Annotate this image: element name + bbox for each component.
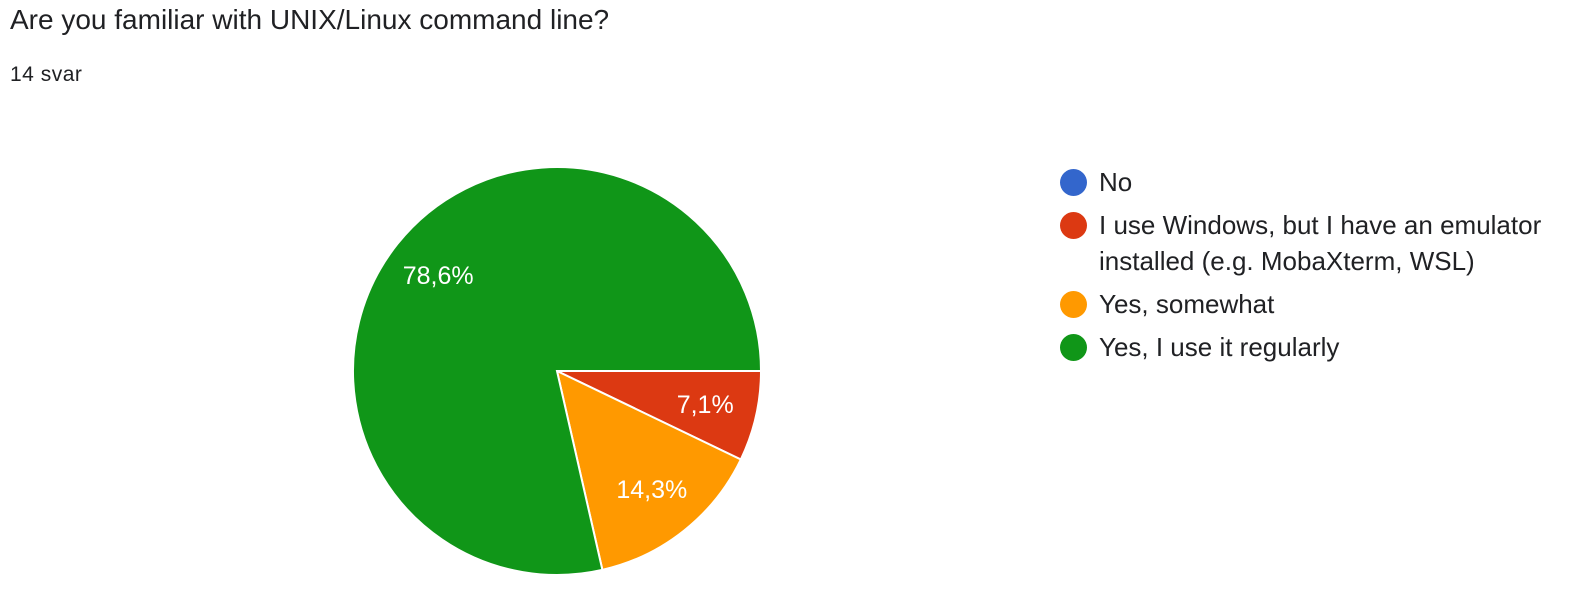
- legend-item-somewhat[interactable]: Yes, somewhat: [1060, 286, 1590, 322]
- legend-swatch-icon: [1060, 334, 1087, 361]
- pie-labels: 7,1% 14,3% 78,6%: [403, 262, 734, 504]
- pie-chart: 7,1% 14,3% 78,6%: [352, 166, 763, 576]
- legend-swatch-icon: [1060, 291, 1087, 318]
- legend-label: Yes, somewhat: [1099, 289, 1275, 319]
- legend-swatch-icon: [1060, 169, 1087, 196]
- legend-label: Yes, I use it regularly: [1099, 332, 1340, 362]
- slice-percent-label-2: 14,3%: [616, 476, 687, 504]
- pie-slices: [352, 166, 763, 576]
- pie-slice-3[interactable]: [352, 166, 763, 576]
- pie-slice-2[interactable]: [555, 369, 743, 572]
- legend-item-emulator[interactable]: I use Windows, but I have an emulator in…: [1060, 207, 1590, 279]
- slice-percent-label-3: 78,6%: [403, 262, 474, 290]
- slice-percent-label-1: 7,1%: [677, 391, 734, 419]
- legend-item-no[interactable]: No: [1060, 164, 1590, 200]
- response-count: 14 svar: [10, 63, 83, 86]
- chart-legend: No I use Windows, but I have an emulator…: [1060, 164, 1590, 372]
- legend-label: I use Windows, but I have an emulator in…: [1099, 210, 1542, 276]
- question-title: Are you familiar with UNIX/Linux command…: [10, 4, 610, 35]
- legend-label: No: [1099, 167, 1133, 197]
- legend-item-regularly[interactable]: Yes, I use it regularly: [1060, 329, 1590, 365]
- legend-swatch-icon: [1060, 212, 1087, 239]
